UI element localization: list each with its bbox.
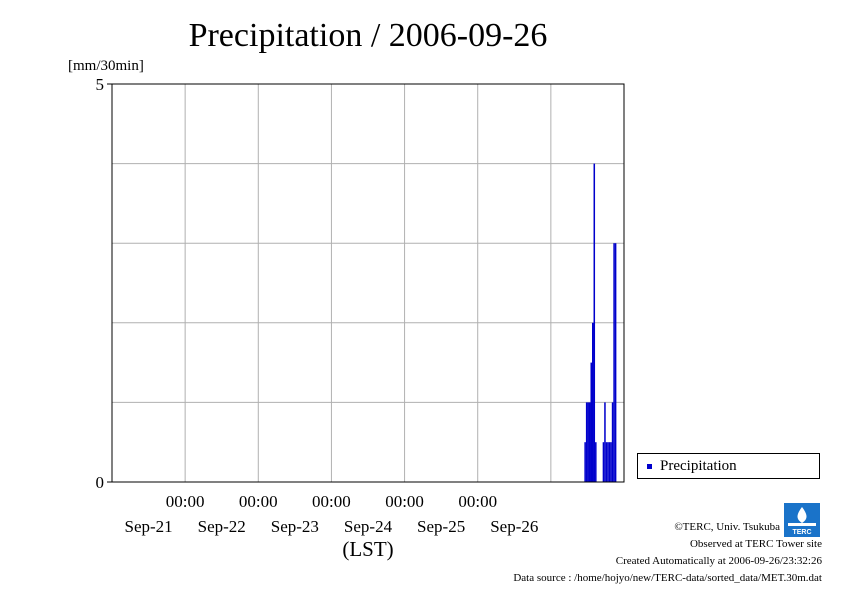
- x-tick-date-label: Sep-24: [344, 517, 393, 536]
- precipitation-bar: [608, 442, 611, 482]
- precipitation-bar: [604, 402, 606, 482]
- y-tick-label: 0: [96, 473, 105, 492]
- precipitation-bar: [605, 442, 608, 482]
- precipitation-bar: [585, 402, 588, 482]
- x-tick-time-label: 00:00: [458, 492, 497, 511]
- legend-swatch: [647, 463, 652, 469]
- x-tick-labels: 00:00 00:00 00:00 00:00 00:00 Sep-21 Sep-22 Sep…: [124, 492, 538, 536]
- x-tick-date-label: Sep-23: [271, 517, 319, 536]
- x-tick-date-label: Sep-26: [490, 517, 538, 536]
- logo-text: TERC: [792, 529, 811, 536]
- precipitation-bar: [592, 322, 594, 482]
- footer-copyright: ©TERC, Univ. Tsukuba: [674, 521, 780, 533]
- y-tick-labels: 05: [96, 75, 112, 492]
- chart-title: Precipitation / 2006-09-26: [189, 17, 548, 54]
- y-tick-label: 5: [96, 75, 105, 94]
- x-tick-time-label: 00:00: [312, 492, 351, 511]
- x-tick-time-label: 00:00: [385, 492, 424, 511]
- precipitation-bar: [584, 442, 586, 482]
- precipitation-bar: [587, 402, 589, 482]
- x-tick-date-label: Sep-25: [417, 517, 465, 536]
- precipitation-bar: [595, 442, 597, 482]
- x-tick-date-label: Sep-22: [198, 517, 246, 536]
- x-tick-time-label: 00:00: [239, 492, 278, 511]
- grid-lines: [112, 84, 624, 482]
- precipitation-bar: [613, 243, 615, 482]
- footer-site: Observed at TERC Tower site: [689, 538, 822, 550]
- precipitation-bar: [593, 163, 596, 482]
- precipitation-bar: [607, 442, 609, 482]
- x-tick-date-label: Sep-21: [124, 517, 172, 536]
- x-tick-time-label: 00:00: [166, 492, 205, 511]
- x-axis-label: (LST): [342, 537, 393, 561]
- terc-logo-icon: TERC: [784, 503, 820, 537]
- footer-created: Created Automatically at 2006-09-26/23:3…: [615, 555, 822, 567]
- precipitation-bar: [610, 442, 612, 482]
- precipitation-bar: [590, 362, 592, 482]
- precipitation-bar: [588, 402, 591, 482]
- precipitation-bar: [611, 402, 614, 482]
- plot-frame: [111, 83, 625, 483]
- precipitation-bar: [602, 442, 605, 482]
- y-axis-label: [mm/30min]: [68, 58, 144, 74]
- bar-series: [584, 163, 617, 482]
- precipitation-bar: [614, 243, 617, 482]
- legend: Precipitation: [637, 453, 820, 479]
- footer-source: Data source : /home/hojyo/new/TERC-data/…: [513, 572, 822, 584]
- legend-label: Precipitation: [660, 457, 737, 474]
